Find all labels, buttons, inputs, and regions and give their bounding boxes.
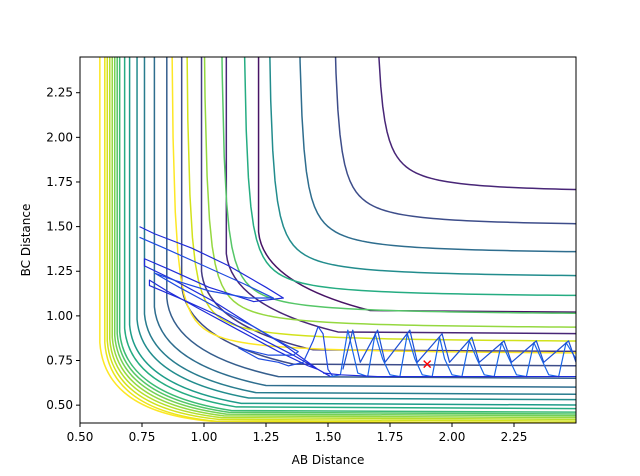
contour-level [200, 57, 576, 353]
y-tick-label: 1.00 [46, 309, 73, 323]
contour-outer [203, 57, 576, 328]
marker-group [423, 360, 432, 369]
x-tick-label: 1.75 [377, 430, 404, 444]
marker-x [423, 360, 432, 369]
trajectory-line [139, 226, 331, 378]
contour-level [225, 57, 576, 335]
contour-level [118, 57, 576, 413]
contour-level [111, 57, 576, 419]
contour-level [123, 57, 576, 410]
x-tick-label: 2.25 [501, 430, 528, 444]
contour-level [99, 57, 576, 423]
x-tick-label: 2.00 [439, 430, 466, 444]
trajectory-line [342, 329, 576, 370]
contour-level [128, 57, 576, 406]
y-tick-label: 1.75 [46, 175, 73, 189]
y-tick-label: 1.50 [46, 220, 73, 234]
trajectory-series [139, 226, 576, 378]
contour-outer [378, 57, 576, 191]
contour-level [104, 57, 576, 423]
contour-level [106, 57, 576, 422]
x-tick-label: 1.25 [253, 430, 280, 444]
x-tick-label: 1.50 [315, 430, 342, 444]
contour-outer [221, 57, 576, 315]
plot-area [80, 57, 576, 423]
x-tick-label: 1.00 [191, 430, 218, 444]
contour-outer [186, 57, 576, 342]
y-tick-label: 1.25 [46, 264, 73, 278]
x-tick-label: 0.75 [129, 430, 156, 444]
y-axis-label: BC Distance [19, 204, 33, 277]
y-tick-label: 2.00 [46, 130, 73, 144]
contour-level [180, 57, 576, 367]
contour-level [143, 57, 576, 396]
contour-level [166, 57, 576, 379]
trajectory-line [139, 236, 334, 377]
contour-outer [334, 57, 576, 225]
contour-outer [171, 57, 576, 354]
contour-outer [243, 57, 576, 297]
y-tick-label: 0.50 [46, 398, 73, 412]
contour-outer [269, 57, 576, 277]
x-tick-label: 0.50 [67, 430, 94, 444]
y-tick-label: 0.75 [46, 354, 73, 368]
contour-level [257, 57, 576, 313]
x-axis-label: AB Distance [292, 453, 365, 467]
y-axis-ticks: 0.50 0.75 1.00 1.25 1.50 1.75 2.00 2.25 [46, 86, 80, 412]
y-tick-label: 2.25 [46, 86, 73, 100]
contour-level [109, 57, 576, 421]
contour-level [136, 57, 576, 401]
contour-level [113, 57, 576, 417]
contour-level [116, 57, 576, 415]
contour-outer [299, 57, 576, 253]
trajectory-line [330, 329, 576, 378]
contour-lines [99, 57, 576, 423]
contour-level [153, 57, 576, 388]
trajectory-line [322, 372, 576, 378]
x-axis-ticks: 0.50 0.75 1.00 1.25 1.50 1.75 2.00 2.25 [67, 423, 528, 444]
